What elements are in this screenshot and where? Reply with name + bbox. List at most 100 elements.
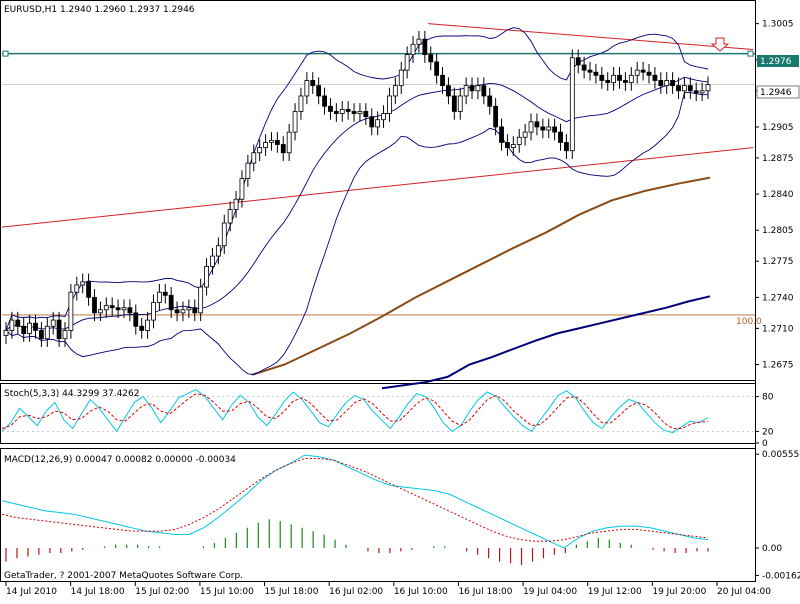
x-tick-label: 14 Jul 18:00 <box>71 587 125 597</box>
candle-bear <box>499 126 504 143</box>
candle-bull <box>257 147 263 154</box>
trendline-lower <box>1 147 754 228</box>
candle-bull <box>699 90 705 94</box>
candle-bear <box>640 69 646 73</box>
candle-bull <box>375 119 381 128</box>
candle-bull <box>251 152 257 164</box>
candle-bear <box>623 80 628 83</box>
price-overlays <box>1 23 755 390</box>
candle-bull <box>516 136 522 145</box>
candle-bull <box>286 131 292 154</box>
hline-handle-left <box>2 50 9 57</box>
candle-bear <box>587 69 593 73</box>
candle-bull <box>457 95 463 112</box>
candle-bull <box>475 85 481 92</box>
candle-bull <box>121 307 127 311</box>
candle-bull <box>3 330 9 336</box>
candle-bear <box>646 71 652 76</box>
candle-bull <box>27 322 32 334</box>
candle-bear <box>581 64 587 71</box>
candle-bear <box>434 61 440 76</box>
candle-bull <box>398 69 404 87</box>
candle-bear <box>534 121 540 128</box>
macd-panel-frame <box>0 448 756 582</box>
price-y-tick-label: 1.2905 <box>762 123 794 133</box>
current-price-label-bg <box>756 85 800 99</box>
candle-bull <box>528 121 534 133</box>
candle-bear <box>15 319 21 327</box>
candle-bear <box>469 85 475 92</box>
price-y-tick-label: 1.2805 <box>762 226 794 236</box>
candle-bear <box>328 105 333 112</box>
candle-bear <box>363 111 369 118</box>
x-tick-label: 20 Jul 04:00 <box>717 587 771 597</box>
x-tick-label: 15 Jul 18:00 <box>265 587 319 597</box>
candle-bull <box>62 330 68 340</box>
candle-bear <box>56 319 62 340</box>
candle-bull <box>569 57 575 152</box>
candle-bear <box>687 85 693 92</box>
candle-bear <box>617 74 622 81</box>
candle-bull <box>628 74 634 83</box>
candle-bear <box>192 307 198 314</box>
candle-bear <box>428 54 434 63</box>
stoch-d-line <box>1 393 709 429</box>
candle-bull <box>705 84 711 92</box>
bollinger-middle-line <box>5 76 709 331</box>
candle-bear <box>658 80 664 87</box>
candle-bull <box>210 255 215 267</box>
candle-bull <box>103 305 109 311</box>
stoch-lines <box>1 389 755 434</box>
candle-bull <box>233 198 239 210</box>
candles <box>3 30 711 347</box>
candle-bull <box>198 286 204 314</box>
candle-bear <box>274 139 280 145</box>
candle-bull <box>381 113 386 121</box>
candle-bear <box>558 131 563 143</box>
panel-frames <box>0 0 756 582</box>
price-y-tick-label: 1.2710 <box>762 324 794 334</box>
candle-bear <box>369 116 375 128</box>
price-y-tick-label: 1.2675 <box>762 361 794 371</box>
candle-bull <box>263 142 268 149</box>
price-y-tick-label: 1.2840 <box>762 190 794 200</box>
candle-bear <box>21 325 27 334</box>
macd-panel-title: MACD(12,26,9) 0.00047 0.00082 0.00000 -0… <box>4 455 236 465</box>
candle-bull <box>204 265 209 288</box>
candle-bear <box>322 95 327 107</box>
bollinger-lower-line <box>5 92 708 375</box>
footer-copyright: GetaTrader, ? 2001-2007 MetaQuotes Softw… <box>4 571 243 581</box>
candle-bull <box>44 325 50 340</box>
candle-bear <box>505 142 510 149</box>
candle-bull <box>304 80 310 97</box>
candle-bull <box>180 309 186 314</box>
candle-bear <box>652 74 658 81</box>
candle-bear <box>487 95 493 107</box>
macd-main-line <box>1 454 709 549</box>
candle-bear <box>38 330 44 340</box>
candle-bear <box>280 144 286 154</box>
macd-y-tick-label: 0.00555 <box>762 450 799 460</box>
candle-bull <box>522 131 528 138</box>
sma-slow-line <box>381 295 711 390</box>
price-y-tick-label: 1.2775 <box>762 257 794 267</box>
trendline-upper <box>427 23 754 50</box>
x-tick-label: 16 Jul 02:00 <box>329 587 383 597</box>
candle-bear <box>351 111 357 114</box>
candle-bear <box>440 74 445 87</box>
x-tick-label: 19 Jul 04:00 <box>523 587 577 597</box>
hline-label-bg <box>757 55 799 67</box>
candle-bear <box>493 105 499 128</box>
candle-bull <box>227 209 233 224</box>
sma-medium-line <box>251 176 711 376</box>
candle-bull <box>186 307 192 311</box>
candle-bull <box>298 95 304 112</box>
stoch-y-tick-label: 80 <box>762 393 774 403</box>
candle-bull <box>634 69 640 76</box>
macd-y-tick-label: -0.00162 <box>762 571 800 581</box>
candle-bear <box>109 305 115 309</box>
candle-bear <box>333 111 339 114</box>
candle-bull <box>221 222 227 247</box>
